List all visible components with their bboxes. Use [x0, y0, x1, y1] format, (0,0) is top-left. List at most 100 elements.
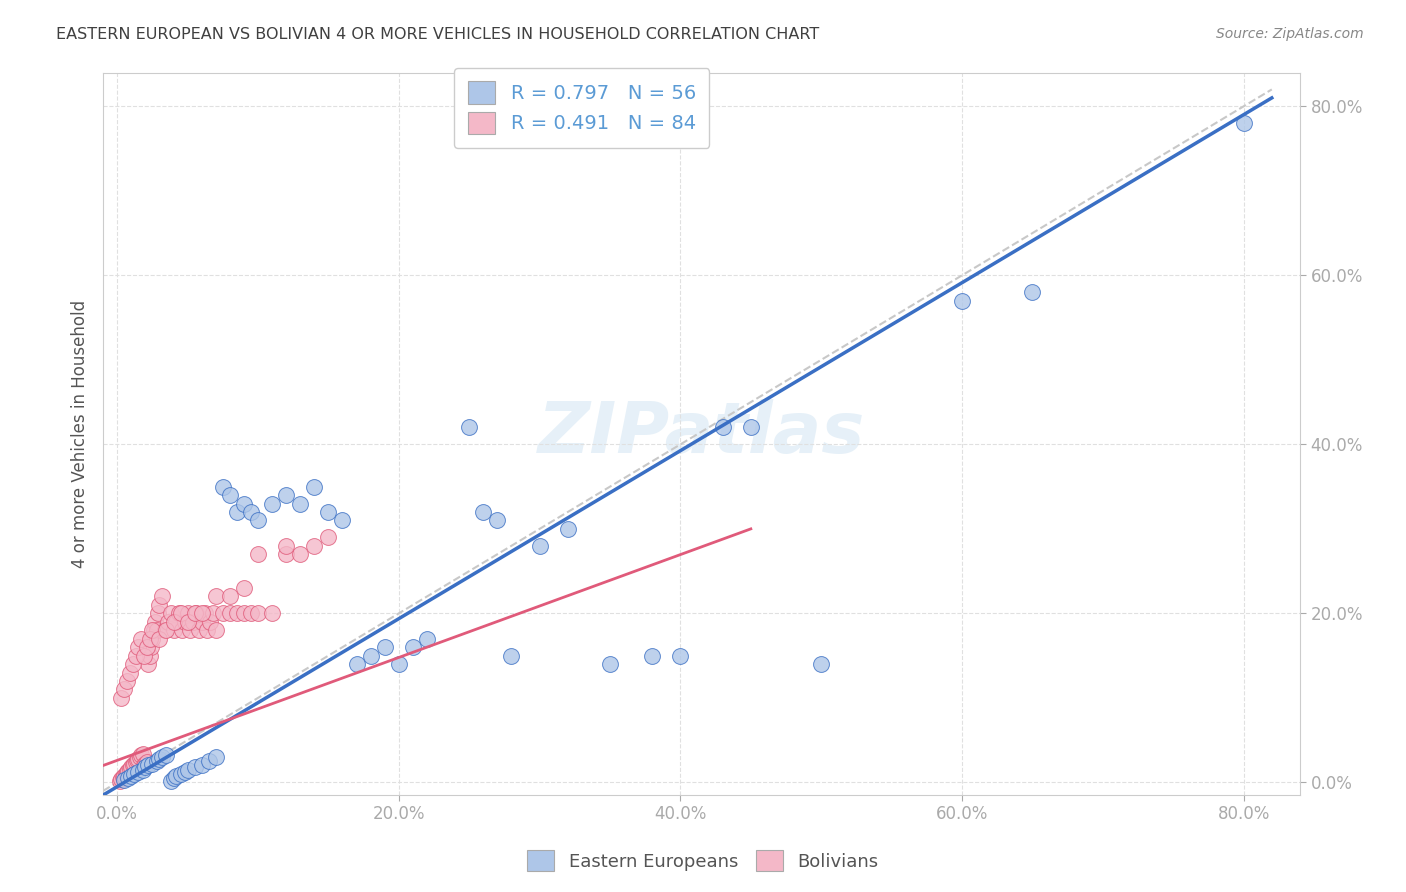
Point [187, 624, 209, 638]
Point [599, 657, 621, 671]
Point [124, 755, 146, 769]
Point [124, 648, 146, 663]
Point [128, 750, 150, 764]
Point [127, 765, 149, 780]
Point [112, 769, 135, 783]
Point [138, 632, 160, 646]
Point [156, 615, 179, 629]
Point [240, 607, 263, 621]
Point [127, 640, 149, 655]
Point [155, 624, 177, 638]
Point [179, 624, 201, 638]
Y-axis label: 4 or more Vehicles in Household: 4 or more Vehicles in Household [72, 300, 89, 568]
Point [117, 764, 139, 778]
Point [501, 648, 523, 663]
Point [402, 640, 425, 655]
Point [810, 657, 832, 671]
Point [416, 632, 439, 646]
Point [247, 607, 270, 621]
Point [486, 513, 509, 527]
Point [529, 539, 551, 553]
Point [332, 513, 354, 527]
Point [232, 496, 254, 510]
Point [176, 763, 198, 777]
Point [165, 615, 187, 629]
Point [112, 682, 135, 697]
Point [276, 488, 298, 502]
Point [131, 747, 153, 761]
Point [197, 754, 219, 768]
Point [145, 754, 167, 768]
Legend: R = 0.797   N = 56, R = 0.491   N = 84: R = 0.797 N = 56, R = 0.491 N = 84 [454, 68, 710, 148]
Point [129, 632, 152, 646]
Point [110, 690, 132, 705]
Point [346, 657, 368, 671]
Point [190, 758, 212, 772]
Point [211, 607, 233, 621]
Point [132, 648, 155, 663]
Point [167, 607, 190, 621]
Point [247, 547, 270, 561]
Point [127, 752, 149, 766]
Point [132, 758, 155, 772]
Point [134, 760, 156, 774]
Point [318, 505, 340, 519]
Point [159, 607, 181, 621]
Point [458, 420, 481, 434]
Point [201, 607, 224, 621]
Point [122, 767, 145, 781]
Point [218, 590, 240, 604]
Point [143, 615, 166, 629]
Point [162, 771, 184, 785]
Point [290, 547, 312, 561]
Point [120, 760, 142, 774]
Point [141, 756, 163, 771]
Point [204, 750, 226, 764]
Point [120, 769, 142, 783]
Point [218, 607, 240, 621]
Point [669, 648, 692, 663]
Point [304, 480, 326, 494]
Text: EASTERN EUROPEAN VS BOLIVIAN 4 OR MORE VEHICLES IN HOUSEHOLD CORRELATION CHART: EASTERN EUROPEAN VS BOLIVIAN 4 OR MORE V… [56, 27, 820, 42]
Point [181, 615, 204, 629]
Point [204, 624, 226, 638]
Point [557, 522, 579, 536]
Point [173, 615, 195, 629]
Point [183, 607, 205, 621]
Point [162, 615, 184, 629]
Point [190, 615, 212, 629]
Point [225, 607, 247, 621]
Point [184, 607, 207, 621]
Point [138, 648, 160, 663]
Point [170, 624, 193, 638]
Point [204, 590, 226, 604]
Text: ZIPatlas: ZIPatlas [538, 400, 865, 468]
Point [1233, 116, 1256, 130]
Point [472, 505, 495, 519]
Point [218, 488, 240, 502]
Point [118, 762, 141, 776]
Point [129, 748, 152, 763]
Point [240, 505, 263, 519]
Point [173, 765, 195, 780]
Point [165, 769, 187, 783]
Point [195, 624, 218, 638]
Point [276, 547, 298, 561]
Point [121, 657, 143, 671]
Point [117, 771, 139, 785]
Point [148, 598, 170, 612]
Point [225, 505, 247, 519]
Point [141, 624, 163, 638]
Point [388, 657, 411, 671]
Legend: Eastern Europeans, Bolivians: Eastern Europeans, Bolivians [520, 843, 886, 879]
Point [641, 648, 664, 663]
Point [135, 755, 157, 769]
Point [110, 772, 132, 786]
Point [136, 758, 159, 772]
Point [115, 765, 138, 780]
Text: Source: ZipAtlas.com: Source: ZipAtlas.com [1216, 27, 1364, 41]
Point [150, 590, 173, 604]
Point [176, 607, 198, 621]
Point [146, 607, 169, 621]
Point [169, 607, 191, 621]
